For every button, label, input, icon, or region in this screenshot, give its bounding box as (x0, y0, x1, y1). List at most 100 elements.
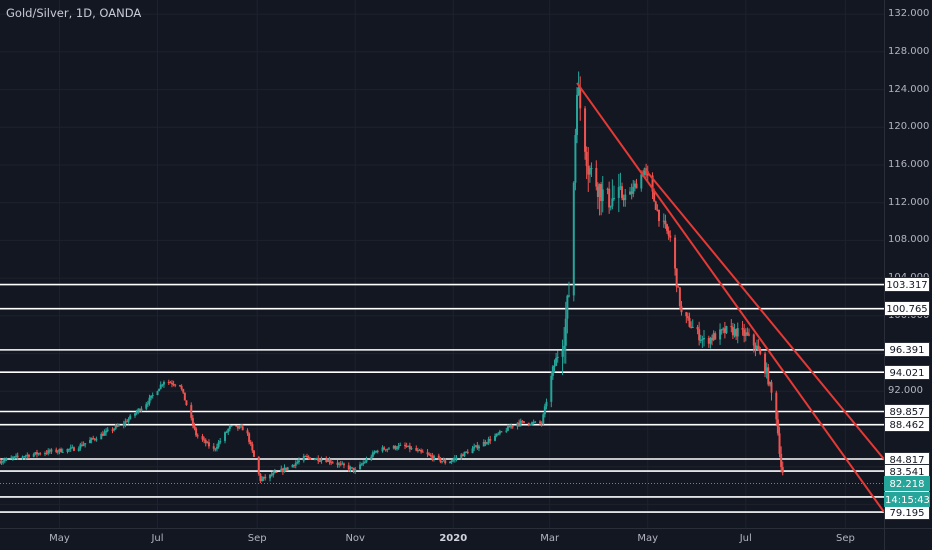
candle-body (315, 458, 318, 460)
candle-body (169, 382, 172, 384)
candle-body (140, 408, 143, 411)
candle-body (532, 422, 535, 424)
candle-body (450, 460, 453, 462)
time-tick-label: Nov (345, 533, 365, 544)
candle-body (601, 189, 604, 202)
candle-body (543, 406, 546, 415)
candle-body (474, 445, 477, 447)
candle-body (743, 329, 746, 337)
candle-body (92, 438, 95, 440)
candle-body (584, 108, 587, 152)
candle-body (416, 450, 419, 452)
candle-body (527, 422, 530, 425)
candle-body (362, 462, 365, 465)
candle-body (635, 183, 638, 189)
candle-body (286, 467, 289, 470)
candle-body (722, 328, 725, 330)
candle-body (347, 465, 350, 470)
candle-body (420, 450, 423, 452)
candle-body (674, 237, 677, 269)
candle-body (228, 425, 231, 429)
candle-body (145, 404, 148, 409)
candle-body (281, 468, 284, 472)
candle-body (16, 455, 19, 457)
level-price-label: 94.021 (884, 364, 930, 380)
candle-body (521, 420, 524, 422)
candle-body (696, 326, 699, 330)
candle-body (486, 442, 489, 444)
candle-body (600, 184, 603, 202)
candle-body (291, 464, 294, 468)
candle-body (95, 439, 98, 441)
candle-body (775, 392, 778, 420)
candle-body (196, 435, 199, 437)
candle-body (444, 460, 447, 464)
candle-body (564, 318, 567, 346)
candle-body (134, 413, 137, 416)
candle-body (680, 306, 683, 313)
candle-body (556, 356, 559, 359)
candle-body (159, 384, 162, 389)
candle-body (764, 353, 767, 374)
candle-body (666, 224, 669, 231)
candle-body (354, 469, 357, 472)
time-tick-label: May (49, 533, 70, 544)
candle-body (754, 345, 757, 349)
candle-body (733, 329, 736, 336)
candle-body (360, 464, 363, 466)
candle-body (0, 461, 3, 464)
candle-body (686, 316, 689, 318)
candle-body (125, 421, 128, 423)
candle-body (249, 441, 252, 445)
candle-body (776, 419, 779, 434)
candle-body (551, 366, 554, 376)
candle-body (326, 459, 329, 462)
candle-body (106, 429, 109, 431)
candle-body (677, 286, 680, 288)
candle-body (595, 167, 598, 187)
price-tick-label: 120.000 (888, 121, 930, 133)
candle-body (170, 382, 173, 384)
candle-body (465, 451, 468, 453)
candle-body (72, 447, 75, 451)
level-price-label: 103.317 (884, 277, 930, 293)
candle-body (179, 385, 182, 387)
candle-body (180, 386, 183, 390)
candle-body (137, 409, 140, 412)
candle-body (709, 337, 712, 344)
candle-body (426, 452, 429, 455)
candle-body (381, 447, 384, 452)
candle-body (21, 456, 24, 458)
candle-body (77, 448, 80, 451)
candle-body (394, 445, 397, 449)
candle-body (248, 433, 251, 442)
candle-body (662, 220, 665, 222)
candle-body (206, 442, 209, 444)
candle-body (193, 424, 196, 429)
candle-body (608, 188, 611, 208)
price-axis[interactable]: 132.000 128.000 124.000 120.000 116.000 112.0… (884, 0, 932, 528)
time-axis[interactable]: May Jul Sep Nov 2020 Mar May Jul Sep (0, 528, 884, 550)
candle-body (55, 449, 58, 452)
candle-body (508, 426, 511, 428)
candle-body (297, 460, 300, 462)
candle-body (138, 409, 141, 411)
candle-body (651, 175, 654, 192)
candle-body (463, 451, 466, 457)
candle-body (272, 472, 275, 476)
candle-body (437, 455, 440, 458)
candle-body (195, 428, 198, 436)
candle-body (127, 419, 130, 422)
candle-body (747, 334, 750, 336)
candle-body (227, 428, 230, 432)
candle-body (5, 458, 8, 460)
candle-body (664, 220, 667, 225)
candle-body (296, 461, 299, 464)
candle-body (285, 467, 288, 470)
candle-body (48, 450, 51, 452)
candle-body (656, 209, 659, 211)
candle-body (736, 328, 739, 337)
candle-body (669, 235, 672, 238)
